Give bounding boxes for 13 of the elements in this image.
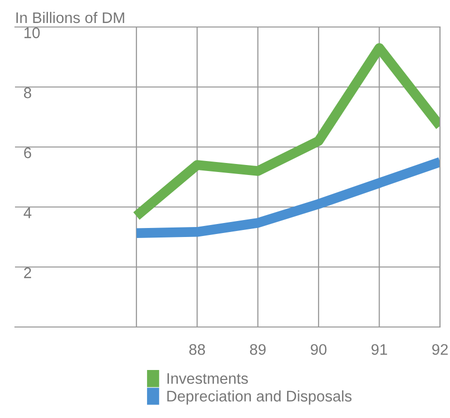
y-tick-label: 2 — [24, 267, 32, 278]
x-tick-label: 90 — [310, 344, 326, 355]
x-tick-label: 88 — [189, 344, 205, 355]
y-tick-label: 10 — [24, 27, 40, 38]
x-tick-label: 91 — [372, 344, 388, 355]
chart-subtitle: In Billions of DM — [16, 12, 124, 24]
y-tick-label: 4 — [24, 208, 32, 218]
x-tick-label: 89 — [250, 344, 266, 355]
legend-label: Investments — [167, 373, 248, 384]
x-tick-label: 92 — [432, 344, 448, 355]
legend-label: Depreciation and Disposals — [167, 390, 352, 405]
y-tick-label: 6 — [24, 147, 32, 158]
y-tick-label: 8 — [24, 87, 32, 98]
